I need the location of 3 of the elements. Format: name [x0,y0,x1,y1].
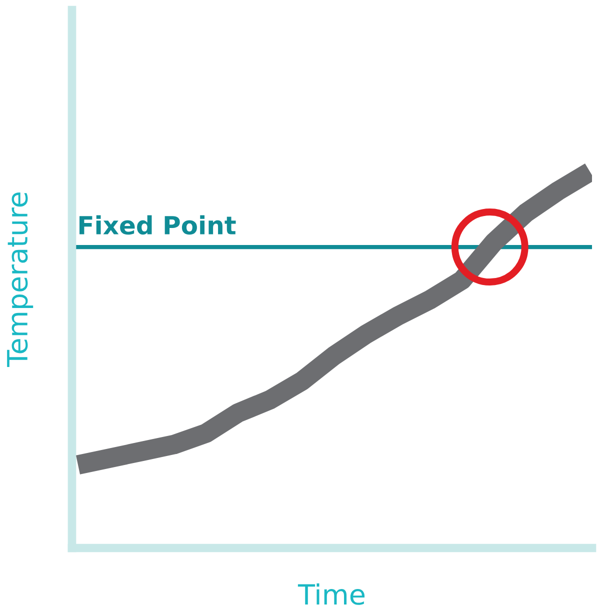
y-axis-title: Temperature [7,192,34,368]
ref-line-label: Fixed Point [79,215,236,235]
x-axis-title: Time [298,583,365,605]
